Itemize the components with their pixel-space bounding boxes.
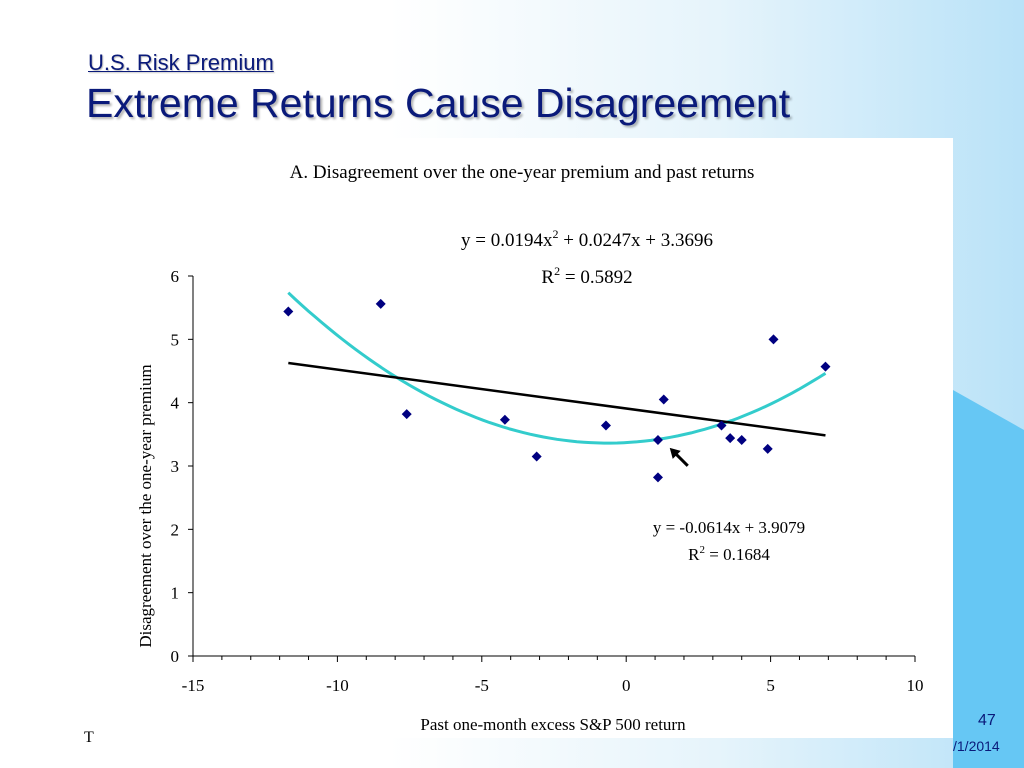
right-edge-wedge: [953, 390, 1024, 768]
data-point: [652, 435, 663, 446]
data-point: [375, 298, 386, 309]
data-point: [716, 420, 727, 431]
slide-date: /1/2014: [953, 738, 1000, 754]
y-axis-label: Disagreement over the one-year premium: [136, 364, 155, 647]
data-point: [768, 334, 779, 345]
quadratic-trendline: [287, 291, 827, 445]
y-tick-label: 3: [171, 457, 180, 476]
linear-fit-r2: R2 = 0.1684: [688, 544, 770, 564]
quadratic-fit-equation: y = 0.0194x2 + 0.0247x + 3.3696: [461, 227, 713, 251]
data-point: [600, 420, 611, 431]
linear-trendline: [288, 361, 826, 437]
scatter-chart: A. Disagreement over the one-year premiu…: [136, 162, 924, 734]
slide-title: Extreme Returns Cause Disagreement: [86, 80, 791, 126]
y-tick-label: 2: [171, 520, 180, 539]
data-point: [499, 414, 510, 425]
annotation-arrow-head: [669, 447, 681, 459]
data-point: [762, 443, 773, 454]
x-tick-label: -5: [475, 676, 489, 695]
x-tick-label: -15: [182, 676, 205, 695]
data-point: [652, 472, 663, 483]
y-tick-label: 1: [171, 584, 180, 603]
linear-fit-equation: y = -0.0614x + 3.9079: [653, 518, 805, 537]
data-point: [531, 451, 542, 462]
x-tick-label: 0: [622, 676, 631, 695]
y-tick-label: 5: [171, 330, 180, 349]
data-point: [725, 433, 736, 444]
y-tick-label: 0: [171, 647, 180, 666]
x-tick-label: 10: [907, 676, 924, 695]
x-axis-label: Past one-month excess S&P 500 return: [420, 715, 686, 734]
data-point: [401, 409, 412, 420]
slide-subtitle: U.S. Risk Premium: [88, 50, 274, 75]
data-point: [283, 306, 294, 317]
x-tick-label: -10: [326, 676, 349, 695]
annotation-arrow-shaft: [673, 451, 689, 467]
plot-area: 0 1 2 3 4 5 6 -15 -10 -5 0 5 10: [171, 267, 924, 695]
chart-panel: A. Disagreement over the one-year premiu…: [105, 138, 953, 738]
data-point: [820, 361, 831, 372]
slide-number: 47: [978, 712, 996, 729]
y-tick-label: 6: [171, 267, 180, 286]
annotation-arrow: [669, 447, 689, 467]
footer-text-fragment: T: [84, 729, 94, 746]
x-tick-label: 5: [766, 676, 775, 695]
data-point: [658, 394, 669, 405]
chart-title: A. Disagreement over the one-year premiu…: [290, 162, 755, 183]
y-tick-label: 4: [171, 394, 180, 413]
data-point: [736, 435, 747, 446]
quadratic-fit-r2: R2 = 0.5892: [541, 264, 632, 288]
